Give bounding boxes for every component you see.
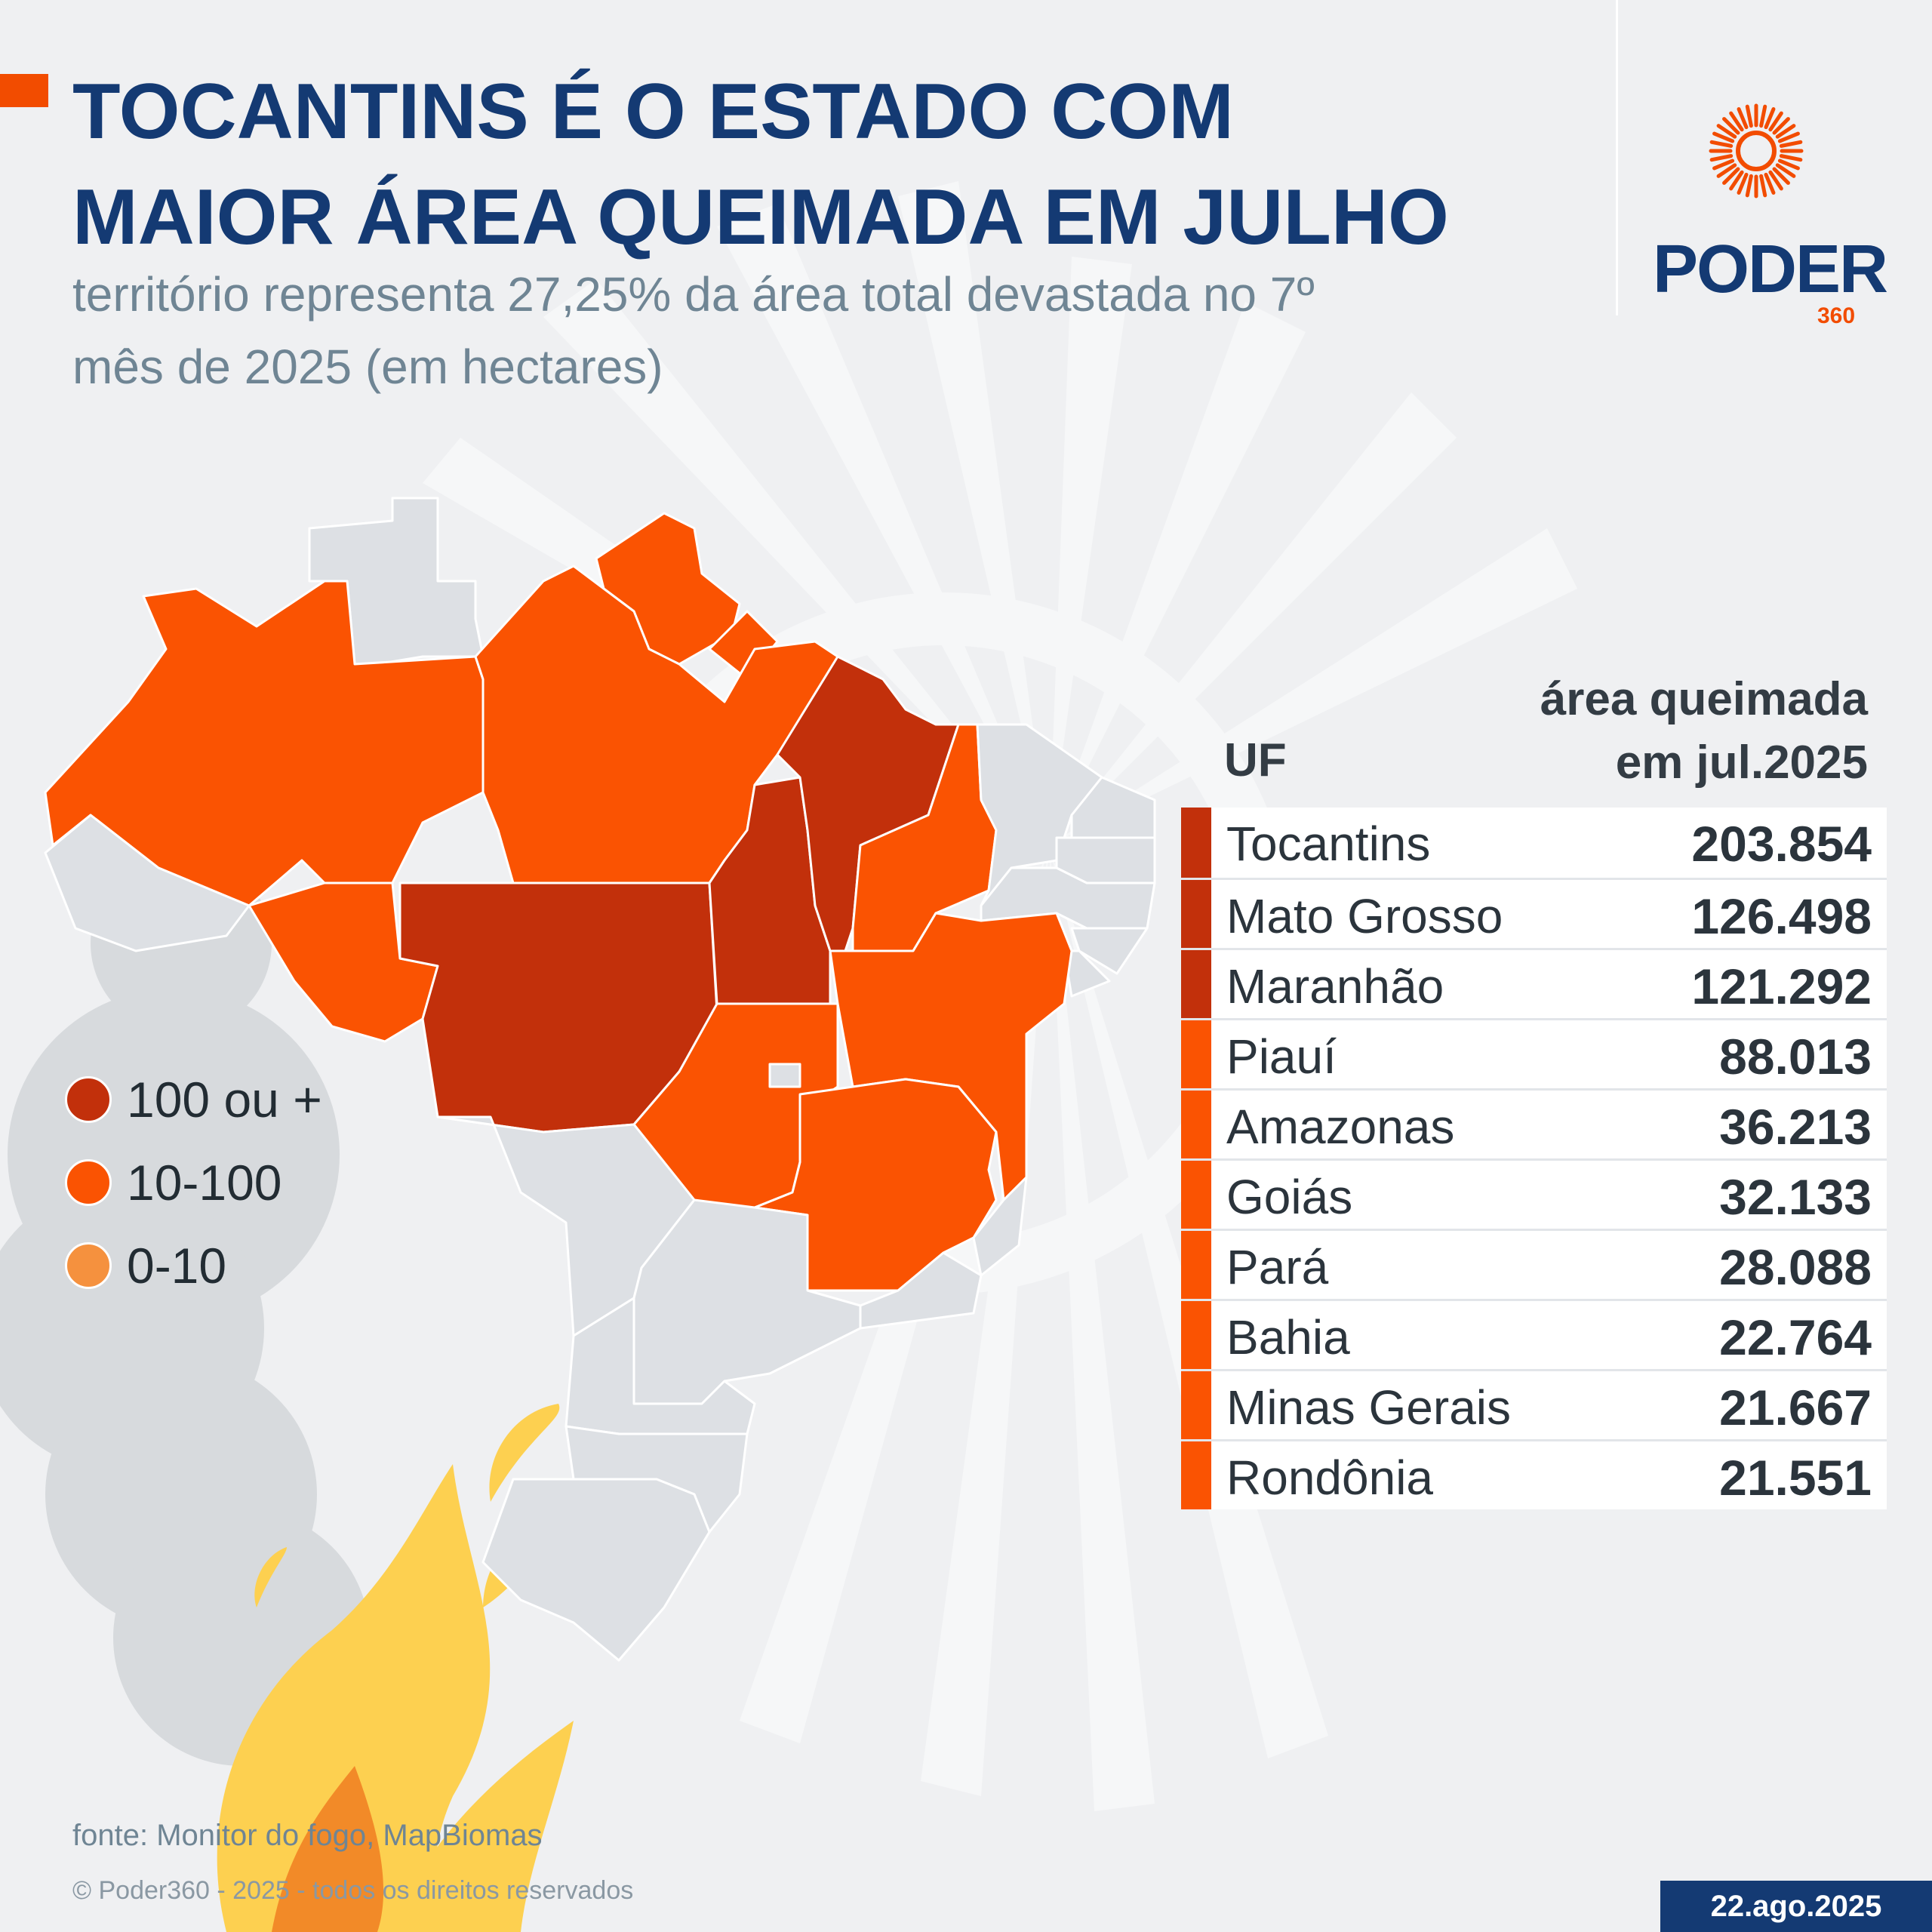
row-color-bar [1181,1091,1211,1158]
title-line-1: TOCANTINS É O ESTADO COM [72,68,1234,155]
brand-divider [1616,0,1618,315]
table-row: Amazonas 36.213 [1181,1088,1887,1158]
state-distrito-federal [768,1063,801,1088]
row-uf: Mato Grosso [1226,889,1503,943]
state-alagoas [1070,927,1149,975]
table-row: Pará 28.088 [1181,1229,1887,1299]
row-color-bar [1181,1231,1211,1299]
legend-swatch [65,1242,112,1289]
page-subtitle: território representa 27,25% da área tot… [72,258,1582,403]
flame [217,1404,574,1932]
row-uf: Tocantins [1226,817,1431,871]
state-acre [44,814,251,952]
row-value: 126.498 [1691,888,1872,944]
state-espirito-santo [972,1176,1028,1277]
table-row: Tocantins 203.854 [1181,808,1887,878]
title-accent-bar [0,74,48,107]
table-header-value-line-1: área queimada [1540,673,1868,725]
source-note: fonte: Monitor do fogo, MapBiomas [72,1819,543,1852]
row-value: 22.764 [1719,1309,1872,1365]
row-uf: Rondônia [1226,1451,1433,1505]
sun-logo-icon [1709,103,1804,198]
legend-label: 0-10 [127,1238,227,1294]
legend-swatch [65,1076,112,1123]
row-uf: Goiás [1226,1170,1353,1224]
state-minas-gerais [753,1078,998,1292]
row-uf: Piauí [1226,1029,1337,1084]
date-badge: 22.ago.2025 [1660,1881,1932,1932]
subtitle-line-2: mês de 2025 (em hectares) [72,340,663,394]
table-row: Maranhão 121.292 [1181,948,1887,1018]
row-value: 32.133 [1719,1169,1872,1225]
row-uf: Bahia [1226,1310,1350,1364]
page-title: TOCANTINS É O ESTADO COM MAIOR ÁREA QUEI… [72,59,1582,270]
state-sergipe [1063,949,1111,998]
logo-wordmark: PODER [1653,232,1888,307]
row-color-bar [1181,1020,1211,1088]
ranking-table: Tocantins 203.854 Mato Grosso 126.498 Mara… [1181,808,1887,1509]
row-value: 21.667 [1719,1380,1872,1435]
state-rio-grande-do-sul [481,1478,711,1662]
row-color-bar [1181,1441,1211,1509]
table-row: Rondônia 21.551 [1181,1439,1887,1509]
table-row: Minas Gerais 21.667 [1181,1369,1887,1439]
row-value: 121.292 [1691,958,1872,1014]
legend-label: 100 ou + [127,1072,322,1128]
row-value: 36.213 [1719,1099,1872,1155]
row-value: 88.013 [1719,1029,1872,1084]
table-row: Piauí 88.013 [1181,1018,1887,1088]
table-header-uf: UF [1224,734,1287,786]
poder360-logo: PODER 360 [1653,68,1888,328]
row-color-bar [1181,1301,1211,1369]
row-uf: Amazonas [1226,1100,1455,1154]
table-header-value-line-2: em jul.2025 [1615,737,1868,789]
row-color-bar [1181,880,1211,948]
table-row: Goiás 32.133 [1181,1158,1887,1229]
row-value: 21.551 [1719,1450,1872,1506]
title-line-2: MAIOR ÁREA QUEIMADA EM JULHO [72,174,1449,261]
table-row: Bahia 22.764 [1181,1299,1887,1369]
row-color-bar [1181,1161,1211,1229]
row-color-bar [1181,808,1211,878]
legend-label: 10-100 [127,1155,282,1211]
table-header-value: área queimada em jul.2025 [1434,668,1868,795]
row-uf: Minas Gerais [1226,1380,1511,1435]
subtitle-line-1: território representa 27,25% da área tot… [72,267,1315,321]
table-row: Mato Grosso 126.498 [1181,878,1887,948]
brazil-map [44,497,1156,1662]
legend-swatch [65,1159,112,1206]
row-color-bar [1181,1371,1211,1439]
row-uf: Pará [1226,1240,1329,1294]
copyright-note: © Poder360 - 2025 - todos os direitos re… [72,1876,634,1905]
row-value: 203.854 [1691,816,1872,872]
row-uf: Maranhão [1226,959,1444,1014]
row-value: 28.088 [1719,1239,1872,1295]
row-color-bar [1181,950,1211,1018]
logo-number: 360 [1817,303,1856,328]
